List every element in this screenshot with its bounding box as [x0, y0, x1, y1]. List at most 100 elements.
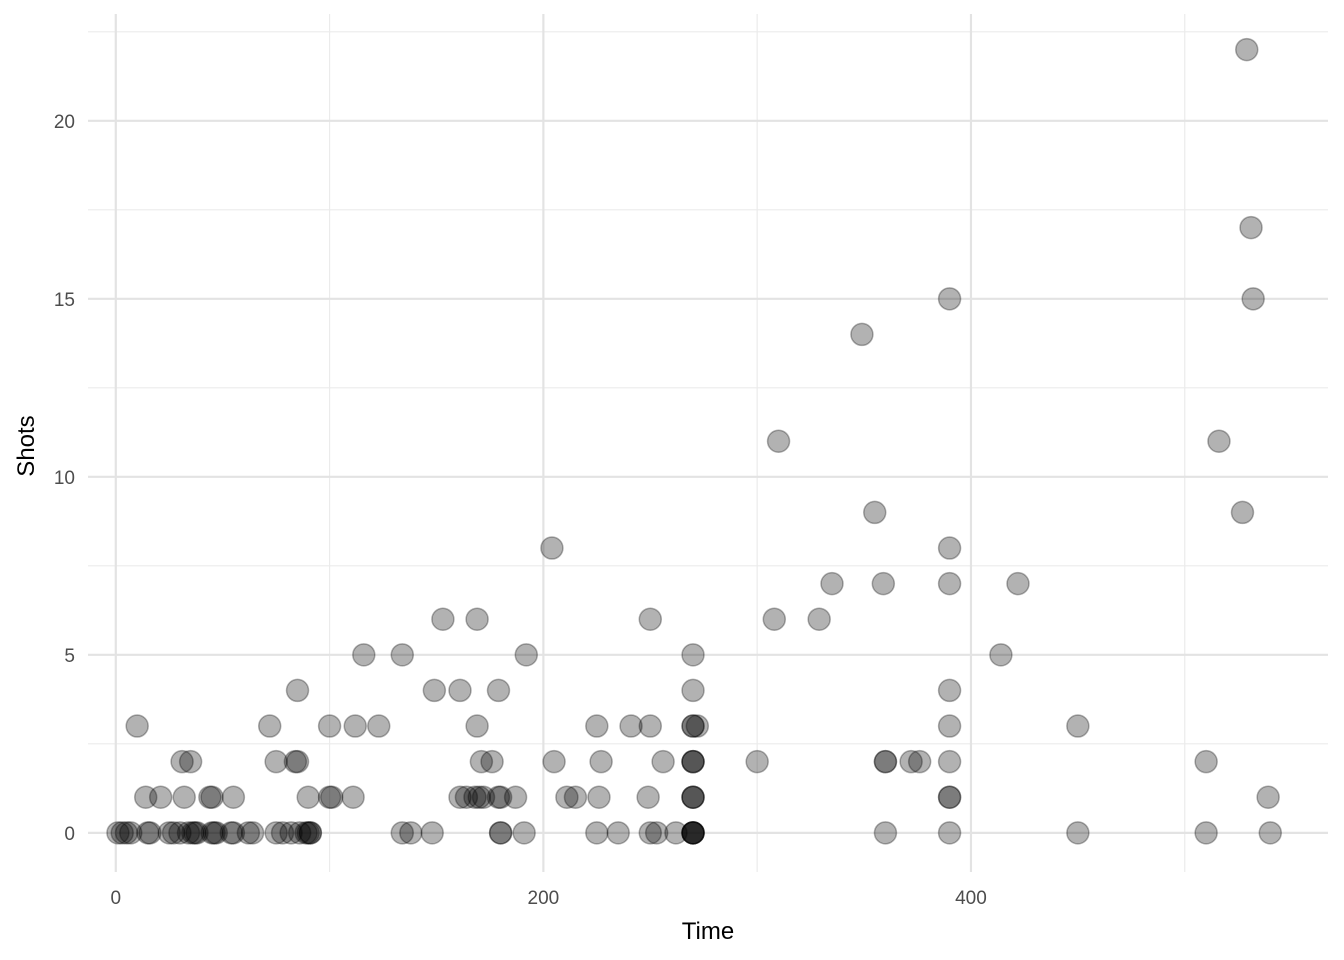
scatter-point: [807, 607, 831, 631]
scatter-point: [514, 643, 539, 667]
scatter-point: [486, 785, 511, 809]
scatter-point: [745, 749, 769, 774]
scatter-point: [448, 678, 472, 703]
scatter-point: [681, 821, 705, 845]
scatter-point: [681, 749, 705, 774]
scatter-point: [465, 607, 489, 631]
scatter-point: [873, 749, 898, 774]
scatter-point: [563, 785, 588, 809]
y-tick-label: 20: [54, 112, 75, 133]
scatter-point: [343, 714, 367, 738]
scatter-point: [287, 821, 312, 845]
scatter-point: [681, 785, 705, 809]
scatter-point: [422, 678, 447, 703]
scatter-point: [257, 714, 282, 738]
scatter-point: [161, 821, 186, 845]
scatter-point: [636, 785, 660, 809]
scatter-point: [219, 821, 243, 845]
scatter-point: [644, 821, 669, 845]
scatter-point: [589, 749, 613, 774]
scatter-point: [170, 749, 194, 774]
scatter-point: [989, 643, 1013, 667]
y-tick-label: 0: [64, 824, 75, 845]
scatter-point: [1230, 500, 1255, 525]
scatter-point: [1066, 821, 1090, 845]
scatter-point: [1066, 714, 1090, 738]
scatter-point: [937, 536, 962, 560]
scatter-point: [480, 749, 504, 774]
scatter-point: [681, 785, 705, 809]
scatter-point: [157, 821, 181, 845]
scatter-point: [471, 785, 496, 809]
scatter-point: [873, 749, 898, 774]
scatter-point: [488, 821, 513, 845]
scatter-point: [606, 821, 630, 845]
scatter-point: [236, 821, 261, 845]
scatter-point: [937, 678, 962, 703]
scatter-point: [200, 821, 224, 845]
scatter-point: [185, 821, 209, 845]
scatter-point: [899, 749, 923, 774]
scatter-point: [681, 821, 705, 845]
scatter-point: [298, 821, 323, 845]
scatter-point: [1258, 821, 1283, 845]
scatter-point: [178, 749, 203, 774]
scatter-point: [1239, 215, 1263, 240]
scatter-point: [294, 821, 318, 845]
y-tick-label: 15: [54, 290, 75, 311]
scatter-point: [1194, 821, 1218, 845]
scatter-point: [681, 785, 705, 809]
scatter-point: [221, 785, 246, 809]
scatter-point: [681, 749, 705, 774]
scatter-point: [820, 571, 844, 596]
scatter-point: [1006, 571, 1030, 596]
scatter-point: [937, 571, 962, 596]
scatter-point: [465, 714, 489, 738]
y-axis-title: Shots: [13, 415, 40, 476]
x-tick-label: 0: [111, 888, 122, 909]
minor-gridlines: [88, 14, 1328, 872]
scatter-point: [119, 821, 143, 845]
scatter-point: [486, 678, 511, 703]
scatter-point: [907, 749, 932, 774]
scatter-point: [1241, 287, 1265, 311]
scatter-point: [114, 821, 139, 845]
scatter-point: [298, 821, 323, 845]
scatter-point: [168, 821, 192, 845]
scatter-point: [540, 536, 564, 560]
scatter-point: [469, 749, 494, 774]
scatter-point: [937, 821, 962, 845]
scatter-point: [454, 785, 479, 809]
scatter-point: [240, 821, 265, 845]
scatter-point: [296, 821, 320, 845]
data-points: [106, 37, 1283, 845]
scatter-point: [512, 821, 536, 845]
scatter-point: [681, 643, 705, 667]
scatter-point: [638, 607, 663, 631]
scatter-point: [285, 749, 310, 774]
scatter-point: [148, 785, 173, 809]
scatter-point: [681, 749, 705, 774]
scatter-point: [367, 714, 391, 738]
scatter-point: [681, 821, 705, 845]
scatter-point: [319, 785, 344, 809]
scatter-point: [399, 821, 423, 845]
scatter-point: [202, 821, 226, 845]
x-tick-label: 200: [528, 888, 560, 909]
scatter-point: [1235, 37, 1259, 62]
scatter-point: [136, 821, 160, 845]
scatter-point: [463, 785, 487, 809]
major-gridlines: [88, 14, 1328, 872]
scatter-point: [138, 821, 162, 845]
scatter-point: [937, 785, 962, 809]
scatter-point: [619, 714, 643, 738]
scatter-point: [685, 714, 710, 738]
scatter-point: [585, 714, 609, 738]
scatter-point: [664, 821, 688, 845]
y-tick-label: 5: [64, 646, 75, 667]
scatter-point: [937, 287, 962, 311]
scatter-point: [638, 714, 663, 738]
scatter-point: [1207, 429, 1231, 453]
scatter-point: [585, 821, 609, 845]
